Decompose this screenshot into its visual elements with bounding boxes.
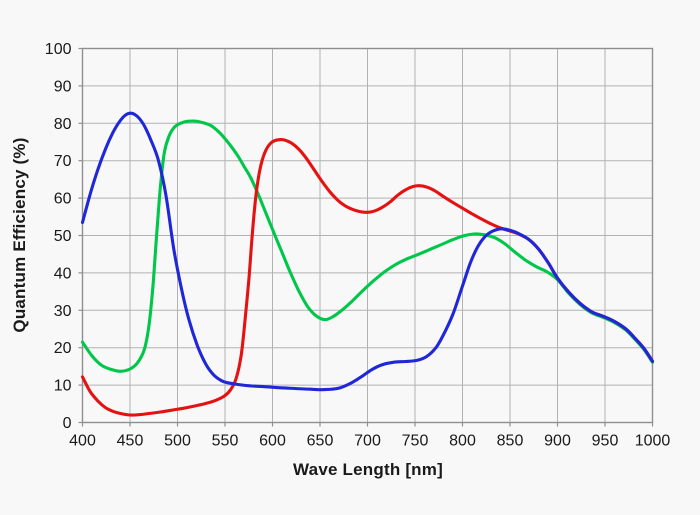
x-tick-label: 850 — [497, 433, 524, 450]
y-tick-label: 70 — [54, 153, 72, 170]
y-tick-label: 40 — [54, 265, 72, 282]
x-tick-label: 450 — [117, 433, 144, 450]
y-tick-label: 10 — [54, 378, 72, 395]
y-tick-label: 50 — [54, 228, 72, 245]
x-tick-label: 700 — [354, 433, 381, 450]
x-tick-label: 750 — [402, 433, 429, 450]
x-tick-label: 550 — [212, 433, 239, 450]
y-tick-label: 20 — [54, 340, 72, 357]
y-tick-label: 90 — [54, 78, 72, 95]
y-tick-label: 60 — [54, 191, 72, 208]
x-tick-label: 650 — [307, 433, 334, 450]
x-axis-title: Wave Length [nm] — [293, 460, 443, 479]
x-tick-label: 600 — [259, 433, 286, 450]
x-tick-label: 500 — [164, 433, 191, 450]
y-tick-label: 100 — [45, 41, 72, 58]
y-axis-title: Quantum Efficiency (%) — [10, 137, 29, 333]
y-tick-label: 0 — [63, 415, 72, 432]
series-line-green-channel — [80, 119, 655, 373]
x-tick-label: 800 — [449, 433, 476, 450]
y-tick-label: 30 — [54, 303, 72, 320]
x-tick-label: 900 — [544, 433, 571, 450]
x-tick-label: 400 — [69, 433, 96, 450]
x-tick-label: 1000 — [635, 433, 671, 450]
series-line-blue-channel — [80, 111, 655, 392]
x-tick-label: 950 — [592, 433, 619, 450]
y-tick-label: 80 — [54, 116, 72, 133]
